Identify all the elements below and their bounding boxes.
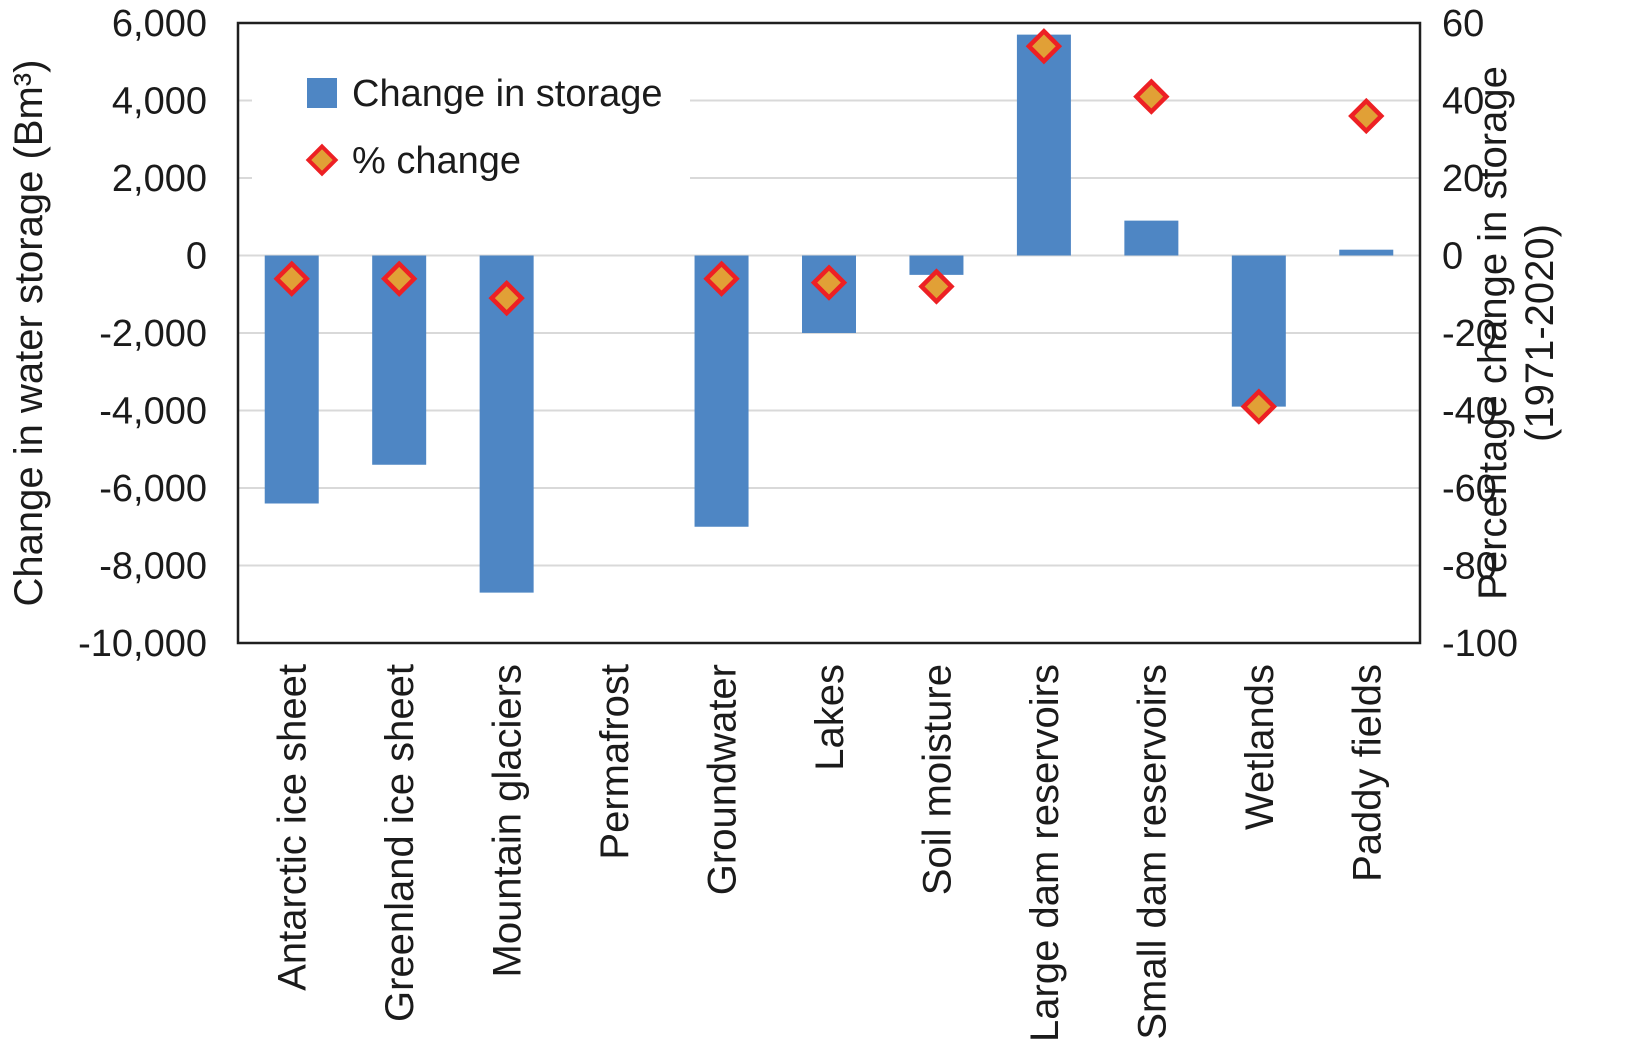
right-axis-title-line2: (1971-2020) <box>1518 224 1562 442</box>
diamond-mountain-glaciers <box>488 279 525 317</box>
category-label-lakes: Lakes <box>808 664 852 771</box>
legend-swatch-diamond <box>305 143 339 177</box>
right-axis-tick-40: -40 <box>1442 391 1497 433</box>
left-axis-tick-2-000: -2,000 <box>99 313 207 355</box>
right-axis-tick-0: 0 <box>1442 236 1463 278</box>
left-axis-tick-8-000: -8,000 <box>99 546 207 588</box>
legend-swatch-bar <box>307 78 337 108</box>
left-axis-tick-0: 0 <box>186 236 207 278</box>
legend-label-change-in-storage: Change in storage <box>352 73 663 115</box>
diamond-groundwater <box>703 260 740 297</box>
left-axis-tick-4-000: 4,000 <box>112 81 207 123</box>
category-label-paddy-fields: Paddy fields <box>1345 664 1389 882</box>
diamond-wetlands <box>1240 388 1278 425</box>
category-label-mountain-glaciers: Mountain glaciers <box>486 664 530 978</box>
category-label-small-dam-reservoirs: Small dam reservoirs <box>1130 664 1174 1040</box>
diamond-antarctic-ice-sheet <box>273 260 310 297</box>
category-label-large-dam-reservoirs: Large dam reservoirs <box>1023 664 1067 1042</box>
bar-large-dam-reservoirs <box>1016 34 1071 256</box>
right-axis-tick-100: -100 <box>1442 623 1518 665</box>
diamond-soil-moisture <box>918 268 955 305</box>
bar-groundwater <box>694 255 749 527</box>
left-axis-tick-2-000: 2,000 <box>112 158 207 200</box>
plot-border <box>236 21 1422 645</box>
left-axis-tick-4-000: -4,000 <box>99 391 207 433</box>
bar-small-dam-reservoirs <box>1124 220 1179 256</box>
diamond-lakes <box>810 264 848 301</box>
left-axis-tick-10-000: -10,000 <box>78 623 207 665</box>
category-label-soil-moisture: Soil moisture <box>915 664 959 895</box>
right-axis-tick-20: -20 <box>1442 313 1497 355</box>
left-axis-tick-6-000: 6,000 <box>112 3 207 45</box>
category-label-greenland-ice-sheet: Greenland ice sheet <box>378 664 422 1022</box>
legend-label-pct-change: % change <box>352 140 521 182</box>
diamond-large-dam-reservoirs <box>1025 28 1063 65</box>
category-label-groundwater: Groundwater <box>701 664 745 895</box>
bar-paddy-fields <box>1339 249 1394 256</box>
right-axis-tick-60: 60 <box>1442 3 1484 45</box>
left-axis-tick-6-000: -6,000 <box>99 468 207 510</box>
right-axis-title-line1: Percentage change in storage <box>1471 66 1515 600</box>
right-axis-tick-20: 20 <box>1442 158 1484 200</box>
bar-wetlands <box>1231 255 1286 407</box>
right-axis-tick-80: -80 <box>1442 546 1497 588</box>
right-axis-tick-60: -60 <box>1442 468 1497 510</box>
left-axis-title: Change in water storage (Bm³) <box>7 60 51 607</box>
diamond-paddy-fields <box>1348 97 1385 135</box>
diamond-small-dam-reservoirs <box>1133 78 1170 115</box>
right-axis-tick-40: 40 <box>1442 81 1484 123</box>
diamond-greenland-ice-sheet <box>381 260 418 297</box>
category-label-antarctic-ice-sheet: Antarctic ice sheet <box>271 664 315 991</box>
bar-soil-moisture <box>909 255 964 275</box>
category-label-permafrost: Permafrost <box>593 664 637 860</box>
category-label-wetlands: Wetlands <box>1238 664 1282 830</box>
